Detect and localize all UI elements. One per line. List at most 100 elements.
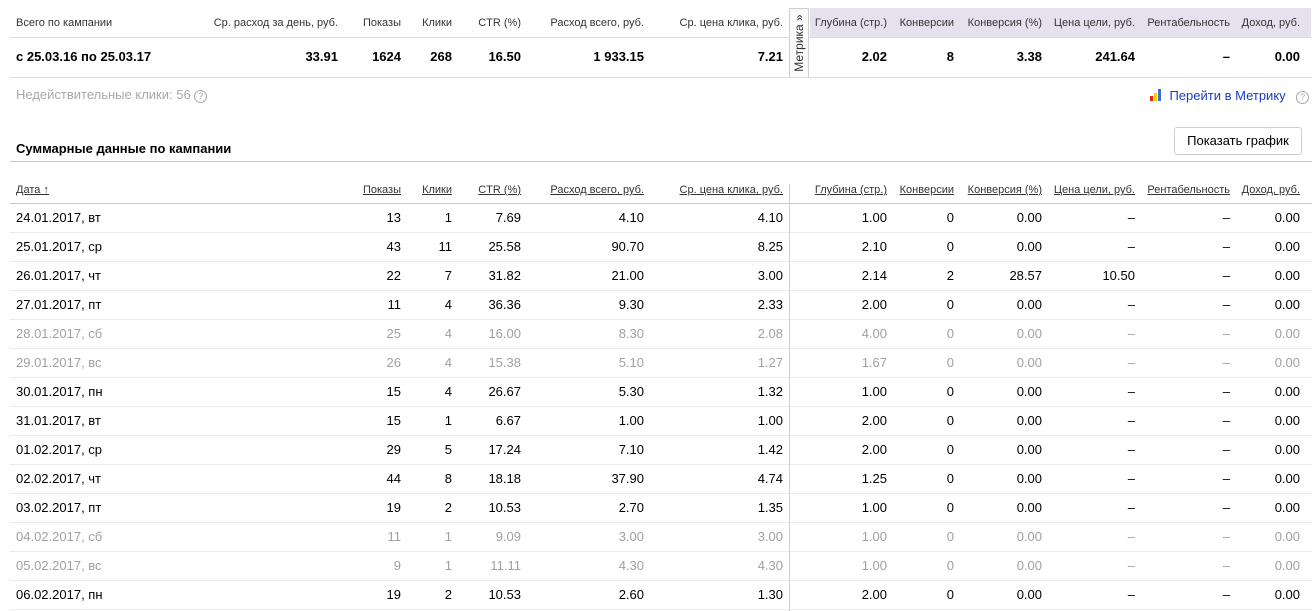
cell-profitability: – <box>1222 529 1230 544</box>
cell-spend-total: 2.60 <box>618 587 644 602</box>
summary-avg-spend: 33.91 <box>305 49 338 64</box>
cell-income: 0.00 <box>1274 529 1300 544</box>
col-header-income[interactable]: Доход, руб. <box>1241 184 1300 196</box>
cell-ctr: 9.09 <box>495 529 521 544</box>
metrika-tab-label: Метрика » <box>792 14 806 72</box>
cell-income: 0.00 <box>1274 471 1300 486</box>
col-header-avg-cpc[interactable]: Ср. цена клика, руб. <box>679 184 783 196</box>
cell-profitability: – <box>1222 558 1230 573</box>
col-header-profitability[interactable]: Рентабельность <box>1147 184 1230 196</box>
cell-goal-cost: – <box>1127 471 1135 486</box>
cell-clicks: 1 <box>444 529 452 544</box>
cell-conversions: 0 <box>946 587 954 602</box>
cell-conv-rate: 0.00 <box>1016 500 1042 515</box>
cell-profitability: – <box>1222 210 1230 225</box>
cell-goal-cost: – <box>1127 500 1135 515</box>
cell-shows: 19 <box>386 500 401 515</box>
invalid-clicks-label: Недействительные клики: 56 <box>16 87 191 102</box>
cell-spend-total: 21.00 <box>611 268 644 283</box>
cell-spend-total: 4.30 <box>618 558 644 573</box>
cell-clicks: 1 <box>444 413 452 428</box>
col-header-date[interactable]: Дата ↑ <box>16 184 49 196</box>
cell-income: 0.00 <box>1274 268 1300 283</box>
summary-conv-rate: 3.38 <box>1016 49 1042 64</box>
cell-depth: 2.00 <box>861 442 887 457</box>
summary-income: 0.00 <box>1274 49 1300 64</box>
cell-clicks: 2 <box>444 500 452 515</box>
cell-profitability: – <box>1222 500 1230 515</box>
cell-income: 0.00 <box>1274 326 1300 341</box>
show-chart-button[interactable]: Показать график <box>1174 127 1302 155</box>
cell-conversions: 0 <box>946 500 954 515</box>
cell-conversions: 0 <box>946 442 954 457</box>
summary-label-depth: Глубина (стр.) <box>814 17 887 29</box>
cell-shows: 29 <box>386 442 401 457</box>
cell-avg-cpc: 3.00 <box>757 529 783 544</box>
cell-clicks: 4 <box>444 384 452 399</box>
col-header-ctr[interactable]: CTR (%) <box>478 184 521 196</box>
cell-profitability: – <box>1222 587 1230 602</box>
cell-spend-total: 4.10 <box>618 210 644 225</box>
cell-avg-cpc: 4.10 <box>757 210 783 225</box>
summary-shows: 1624 <box>372 49 401 64</box>
summary-avg-cpc: 7.21 <box>757 49 783 64</box>
cell-date: 29.01.2017, вс <box>16 355 102 370</box>
go-to-metrika-link[interactable]: Перейти в Метрику <box>1169 88 1286 103</box>
cell-date: 02.02.2017, чт <box>16 471 102 486</box>
col-header-clicks[interactable]: Клики <box>422 184 452 196</box>
col-header-spend-total[interactable]: Расход всего, руб. <box>550 184 644 196</box>
cell-depth: 1.25 <box>861 471 887 486</box>
cell-profitability: – <box>1222 355 1230 370</box>
summary-label-spend-total: Расход всего, руб. <box>550 17 644 29</box>
summary-label-shows: Показы <box>362 17 401 29</box>
cell-goal-cost: – <box>1127 442 1135 457</box>
cell-clicks: 2 <box>444 587 452 602</box>
col-header-conv-rate[interactable]: Конверсия (%) <box>967 184 1042 196</box>
cell-goal-cost: – <box>1127 239 1135 254</box>
section-title: Суммарные данные по кампании <box>16 141 232 156</box>
cell-clicks: 11 <box>438 239 453 254</box>
cell-profitability: – <box>1222 239 1230 254</box>
help-icon[interactable]: ? <box>1296 91 1310 104</box>
cell-date: 24.01.2017, вт <box>16 210 101 225</box>
cell-clicks: 8 <box>444 471 452 486</box>
cell-depth: 2.00 <box>861 413 887 428</box>
cell-date: 04.02.2017, сб <box>16 529 103 544</box>
table-row: 05.02.2017, вс 9 1 11.11 4.30 4.30 1.00 0 0.00 – –… <box>10 552 1312 581</box>
table-row: 26.01.2017, чт 22 7 31.82 21.00 3.00 2.14 2 28.5… <box>10 262 1312 291</box>
cell-conv-rate: 0.00 <box>1016 471 1042 486</box>
cell-spend-total: 5.10 <box>618 355 644 370</box>
cell-clicks: 1 <box>444 558 452 573</box>
cell-avg-cpc: 4.74 <box>757 471 783 486</box>
summary-clicks: 268 <box>430 49 452 64</box>
cell-depth: 2.00 <box>861 297 887 312</box>
cell-ctr: 15.38 <box>488 355 521 370</box>
cell-avg-cpc: 2.33 <box>757 297 783 312</box>
help-icon[interactable]: ? <box>194 90 208 103</box>
col-header-depth[interactable]: Глубина (стр.) <box>814 184 887 196</box>
col-header-goal-cost[interactable]: Цена цели, руб. <box>1053 184 1135 196</box>
col-header-shows[interactable]: Показы <box>362 184 401 196</box>
cell-depth: 1.00 <box>861 529 887 544</box>
cell-goal-cost: – <box>1127 384 1135 399</box>
cell-conversions: 0 <box>946 326 954 341</box>
cell-depth: 1.00 <box>861 210 887 225</box>
cell-date: 27.01.2017, пт <box>16 297 102 312</box>
cell-conversions: 0 <box>946 529 954 544</box>
metrika-columns-band <box>810 8 1311 37</box>
table-header: Дата ↑ Показы Клики CTR (%) Расход всего… <box>10 176 1312 204</box>
cell-depth: 4.00 <box>861 326 887 341</box>
cell-goal-cost: – <box>1127 297 1135 312</box>
table-row: 29.01.2017, вс 26 4 15.38 5.10 1.27 1.67 0 0.00 –… <box>10 349 1312 378</box>
cell-shows: 25 <box>386 326 401 341</box>
metrika-toggle-tab[interactable]: Метрика » <box>789 8 809 77</box>
cell-ctr: 31.82 <box>488 268 521 283</box>
cell-conversions: 0 <box>946 355 954 370</box>
col-header-conversions[interactable]: Конверсии <box>899 184 954 196</box>
summary-ctr: 16.50 <box>488 49 521 64</box>
cell-avg-cpc: 1.32 <box>757 384 783 399</box>
cell-income: 0.00 <box>1274 587 1300 602</box>
cell-date: 30.01.2017, пн <box>16 384 103 399</box>
table-row: 06.02.2017, пн 19 2 10.53 2.60 1.30 2.00 0 0.00 –… <box>10 581 1312 610</box>
cell-date: 05.02.2017, вс <box>16 558 102 573</box>
